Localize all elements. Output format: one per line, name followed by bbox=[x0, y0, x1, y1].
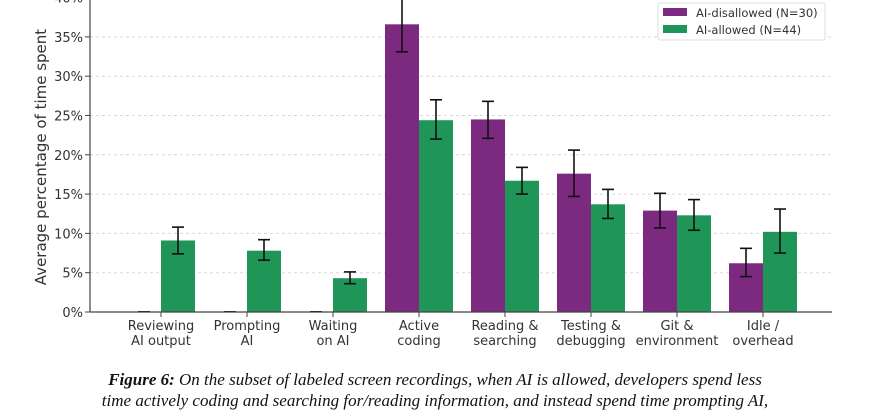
bar-ai-allowed bbox=[591, 204, 625, 312]
x-tick-label: AI output bbox=[131, 334, 191, 349]
x-tick-label: Reviewing bbox=[128, 319, 195, 334]
x-tick-label: Prompting bbox=[214, 319, 281, 334]
x-tick-label: Idle / bbox=[747, 319, 780, 334]
y-tick-label: 30% bbox=[54, 70, 83, 85]
x-tick-label: environment bbox=[636, 334, 719, 349]
x-tick-label: debugging bbox=[556, 334, 625, 349]
bar-ai-disallowed bbox=[471, 119, 505, 313]
caption-line-2: time actively coding and searching for/r… bbox=[101, 391, 769, 410]
y-tick-label: 20% bbox=[54, 149, 83, 164]
legend-box bbox=[657, 2, 826, 41]
y-tick-label: 25% bbox=[54, 110, 83, 125]
y-tick-label: 15% bbox=[54, 188, 83, 203]
x-tick-label: AI bbox=[241, 334, 254, 349]
axes bbox=[85, 0, 832, 317]
x-tick-label: overhead bbox=[732, 334, 793, 349]
y-axis-label: Average percentage of time spent bbox=[32, 29, 50, 285]
y-tick-label: 0% bbox=[62, 306, 83, 321]
figure-caption: Figure 6: On the subset of labeled scree… bbox=[0, 370, 870, 390]
bar-ai-allowed bbox=[419, 120, 453, 312]
legend-swatch bbox=[663, 25, 687, 33]
y-tick-label: 35% bbox=[54, 31, 83, 46]
x-tick-label: coding bbox=[397, 334, 440, 349]
x-tick-label: searching bbox=[473, 334, 536, 349]
bar-ai-allowed bbox=[677, 215, 711, 312]
caption-line-1: On the subset of labeled screen recordin… bbox=[179, 370, 762, 389]
x-tick-label: Waiting bbox=[309, 319, 358, 334]
y-tick-label: 10% bbox=[54, 227, 83, 242]
x-tick-label: Testing & bbox=[560, 319, 621, 334]
legend-label: AI-disallowed (N=30) bbox=[696, 6, 818, 20]
bar-ai-allowed bbox=[505, 180, 539, 312]
caption-label: Figure 6: bbox=[108, 370, 175, 389]
x-tick-label: Active bbox=[399, 319, 439, 334]
figure-caption-line-2: time actively coding and searching for/r… bbox=[0, 391, 870, 411]
x-tick-label: Git & bbox=[660, 319, 693, 334]
y-tick-label: 40% bbox=[54, 0, 83, 7]
x-tick-label: on AI bbox=[316, 334, 349, 349]
error-bars bbox=[172, 0, 786, 285]
y-tick-label: 5% bbox=[62, 267, 83, 282]
legend: AI-disallowed (N=30) AI-allowed (N=44) bbox=[657, 2, 826, 41]
gridlines bbox=[90, 36, 832, 274]
bars bbox=[138, 24, 797, 313]
x-tick-label: Reading & bbox=[471, 319, 538, 334]
legend-label: AI-allowed (N=44) bbox=[696, 23, 801, 37]
bar-ai-disallowed bbox=[385, 24, 419, 312]
legend-swatch bbox=[663, 8, 687, 16]
y-tick-labels: 0% 5% 10% 15% 20% 25% 30% 35% 40% bbox=[54, 0, 83, 321]
